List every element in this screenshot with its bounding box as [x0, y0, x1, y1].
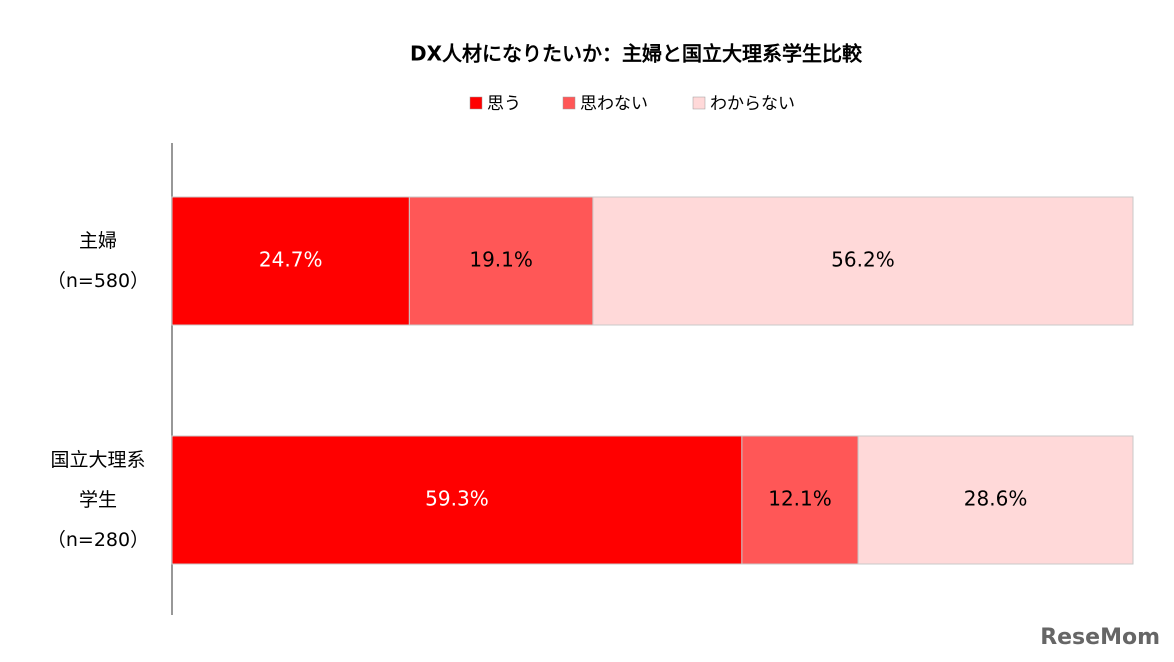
watermark: ReseMom — [1040, 625, 1160, 650]
data-label: 59.3% — [425, 487, 489, 511]
chart-title: DX人材になりたいか：主婦と国立大理系学生比較 — [410, 42, 863, 66]
bar-segment — [171, 196, 410, 326]
legend-swatch — [562, 96, 576, 110]
bar-segment — [408, 196, 594, 326]
data-label: 56.2% — [831, 248, 895, 272]
data-label: 28.6% — [964, 487, 1028, 511]
legend-swatch — [692, 96, 706, 110]
bar-segment — [171, 435, 743, 565]
y-tick-label: 主婦 （n=580） — [46, 230, 150, 292]
bar-segment — [857, 435, 1134, 565]
data-label: 12.1% — [768, 487, 832, 511]
data-label: 19.1% — [469, 248, 533, 272]
y-tick-label: 国立大理系 学生 （n=280） — [46, 449, 150, 551]
legend-label: 思う — [487, 94, 521, 114]
data-label: 24.7% — [259, 248, 323, 272]
legend-label: わからない — [710, 94, 795, 114]
bar-segment — [592, 196, 1134, 326]
legend-swatch — [469, 96, 483, 110]
legend-label: 思わない — [580, 94, 648, 114]
